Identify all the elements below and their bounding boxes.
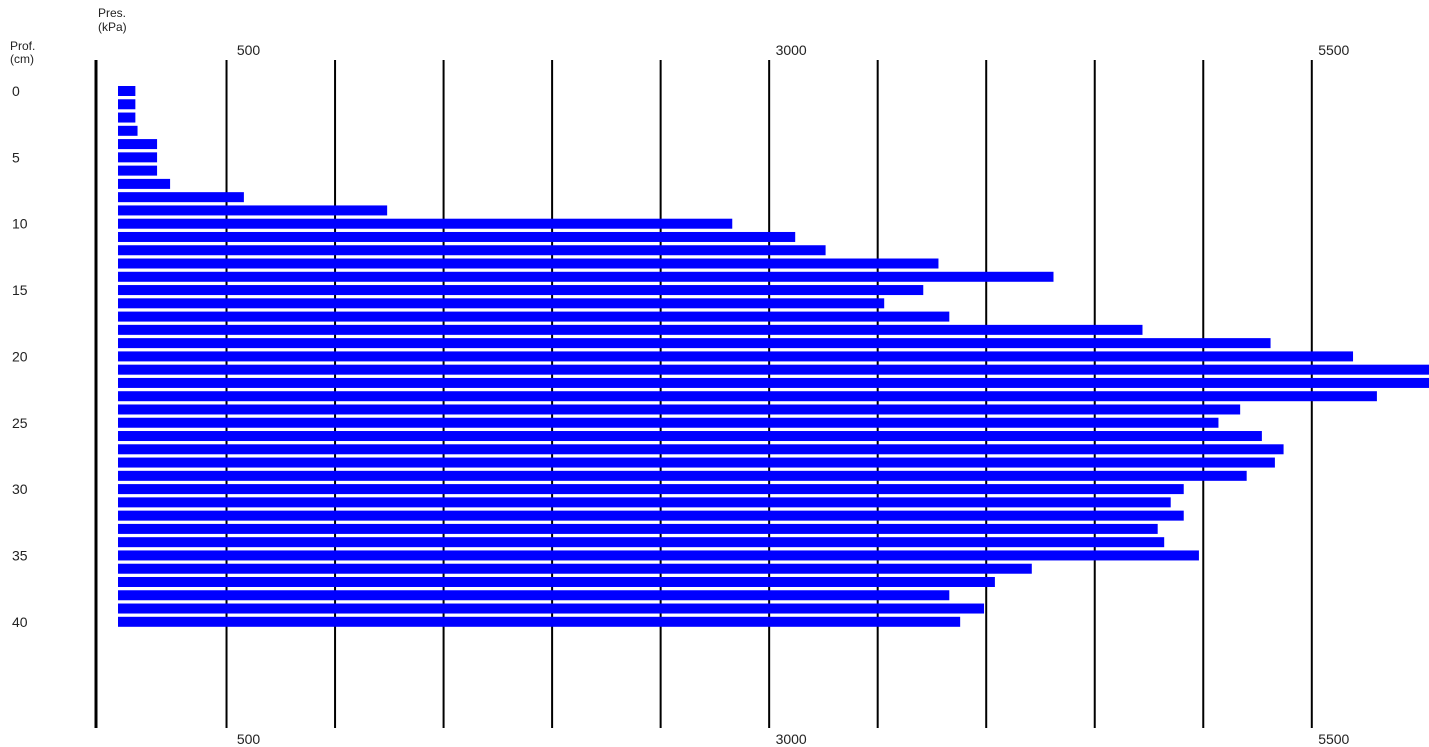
x-tick-label-bottom-3000: 3000 xyxy=(776,731,807,747)
bar-depth-16 xyxy=(118,298,885,309)
bar-depth-9 xyxy=(118,205,388,216)
x-axis-label-line1: Pres. xyxy=(98,6,126,20)
bar-depth-36 xyxy=(118,563,1032,574)
bar-depth-27 xyxy=(118,444,1284,455)
bar-depth-1 xyxy=(118,99,136,110)
bar-depth-29 xyxy=(118,470,1247,481)
bar-depth-12 xyxy=(118,245,826,256)
bar-depth-18 xyxy=(118,324,1143,335)
bar-depth-28 xyxy=(118,457,1275,468)
bar-depth-13 xyxy=(118,258,939,269)
y-tick-label-20: 20 xyxy=(12,348,28,364)
x-tick-label-top-500: 500 xyxy=(237,42,261,58)
bar-depth-34 xyxy=(118,537,1165,548)
bar-depth-26 xyxy=(118,431,1262,442)
bar-depth-3 xyxy=(118,125,138,136)
bars xyxy=(118,86,1429,627)
bar-depth-22 xyxy=(118,377,1429,388)
bar-depth-31 xyxy=(118,497,1171,508)
x-tick-label-top-5500: 5500 xyxy=(1318,42,1349,58)
y-tick-label-35: 35 xyxy=(12,547,28,563)
bar-depth-38 xyxy=(118,590,950,601)
x-axis-label-line2: (kPa) xyxy=(98,20,127,34)
bar-depth-2 xyxy=(118,112,136,123)
y-axis-label-line2: (cm) xyxy=(10,52,34,66)
bar-depth-6 xyxy=(118,165,158,176)
y-tick-label-40: 40 xyxy=(12,614,28,630)
bar-depth-39 xyxy=(118,603,985,614)
bar-depth-30 xyxy=(118,484,1184,495)
bar-depth-32 xyxy=(118,510,1184,521)
x-tick-label-bottom-500: 500 xyxy=(237,731,261,747)
y-tick-label-5: 5 xyxy=(12,149,20,165)
y-tick-label-15: 15 xyxy=(12,282,28,298)
bar-depth-33 xyxy=(118,523,1158,534)
bar-depth-20 xyxy=(118,351,1354,362)
bar-depth-11 xyxy=(118,231,796,242)
x-tick-label-top-3000: 3000 xyxy=(776,42,807,58)
bar-depth-35 xyxy=(118,550,1199,561)
bar-depth-4 xyxy=(118,139,158,150)
bar-depth-14 xyxy=(118,271,1054,282)
bar-depth-24 xyxy=(118,404,1241,415)
y-tick-label-10: 10 xyxy=(12,216,28,232)
bar-depth-7 xyxy=(118,178,171,189)
bar-depth-23 xyxy=(118,391,1377,402)
y-tick-label-25: 25 xyxy=(12,415,28,431)
y-tick-label-0: 0 xyxy=(12,83,20,99)
bar-depth-5 xyxy=(118,152,158,163)
bar-depth-40 xyxy=(118,616,961,627)
bar-depth-21 xyxy=(118,364,1429,375)
y-tick-label-30: 30 xyxy=(12,481,28,497)
bar-depth-17 xyxy=(118,311,950,322)
bar-depth-10 xyxy=(118,218,733,229)
bar-depth-8 xyxy=(118,192,244,203)
labels: Pres. (kPa) Prof. (cm) 500 500 3000 3000 550… xyxy=(10,6,1350,747)
bar-depth-15 xyxy=(118,285,924,296)
y-axis-label-line1: Prof. xyxy=(10,39,35,53)
bar-depth-19 xyxy=(118,338,1271,349)
bar-depth-37 xyxy=(118,576,995,587)
bar-depth-25 xyxy=(118,417,1219,428)
bar-depth-0 xyxy=(118,86,136,96)
x-tick-label-bottom-5500: 5500 xyxy=(1318,731,1349,747)
